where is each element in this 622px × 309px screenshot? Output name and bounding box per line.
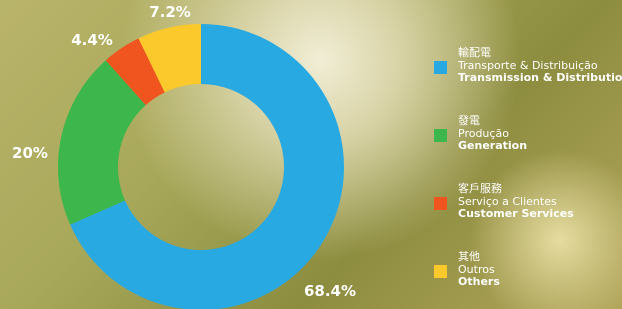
legend-en: Transmission & Distribution bbox=[458, 71, 622, 84]
screen: 68.4%20%4.4%7.2%輸配電Transporte & Distribu… bbox=[0, 0, 622, 309]
legend-zh: 客戶服務 bbox=[458, 181, 502, 195]
legend-zh: 發電 bbox=[458, 113, 480, 127]
legend-en: Others bbox=[458, 275, 500, 288]
value-label: 68.4% bbox=[304, 282, 356, 300]
legend-swatch bbox=[434, 265, 447, 278]
legend-swatch bbox=[434, 61, 447, 74]
legend-swatch bbox=[434, 197, 447, 210]
legend-swatch bbox=[434, 129, 447, 142]
legend-zh: 輸配電 bbox=[458, 45, 491, 59]
legend-zh: 其他 bbox=[458, 250, 480, 263]
value-label: 4.4% bbox=[71, 31, 113, 49]
chart: 68.4%20%4.4%7.2%輸配電Transporte & Distribu… bbox=[0, 0, 622, 309]
legend-en: Customer Services bbox=[458, 207, 574, 220]
value-label: 20% bbox=[12, 144, 48, 162]
value-label: 7.2% bbox=[149, 3, 191, 21]
legend-en: Generation bbox=[458, 139, 527, 152]
